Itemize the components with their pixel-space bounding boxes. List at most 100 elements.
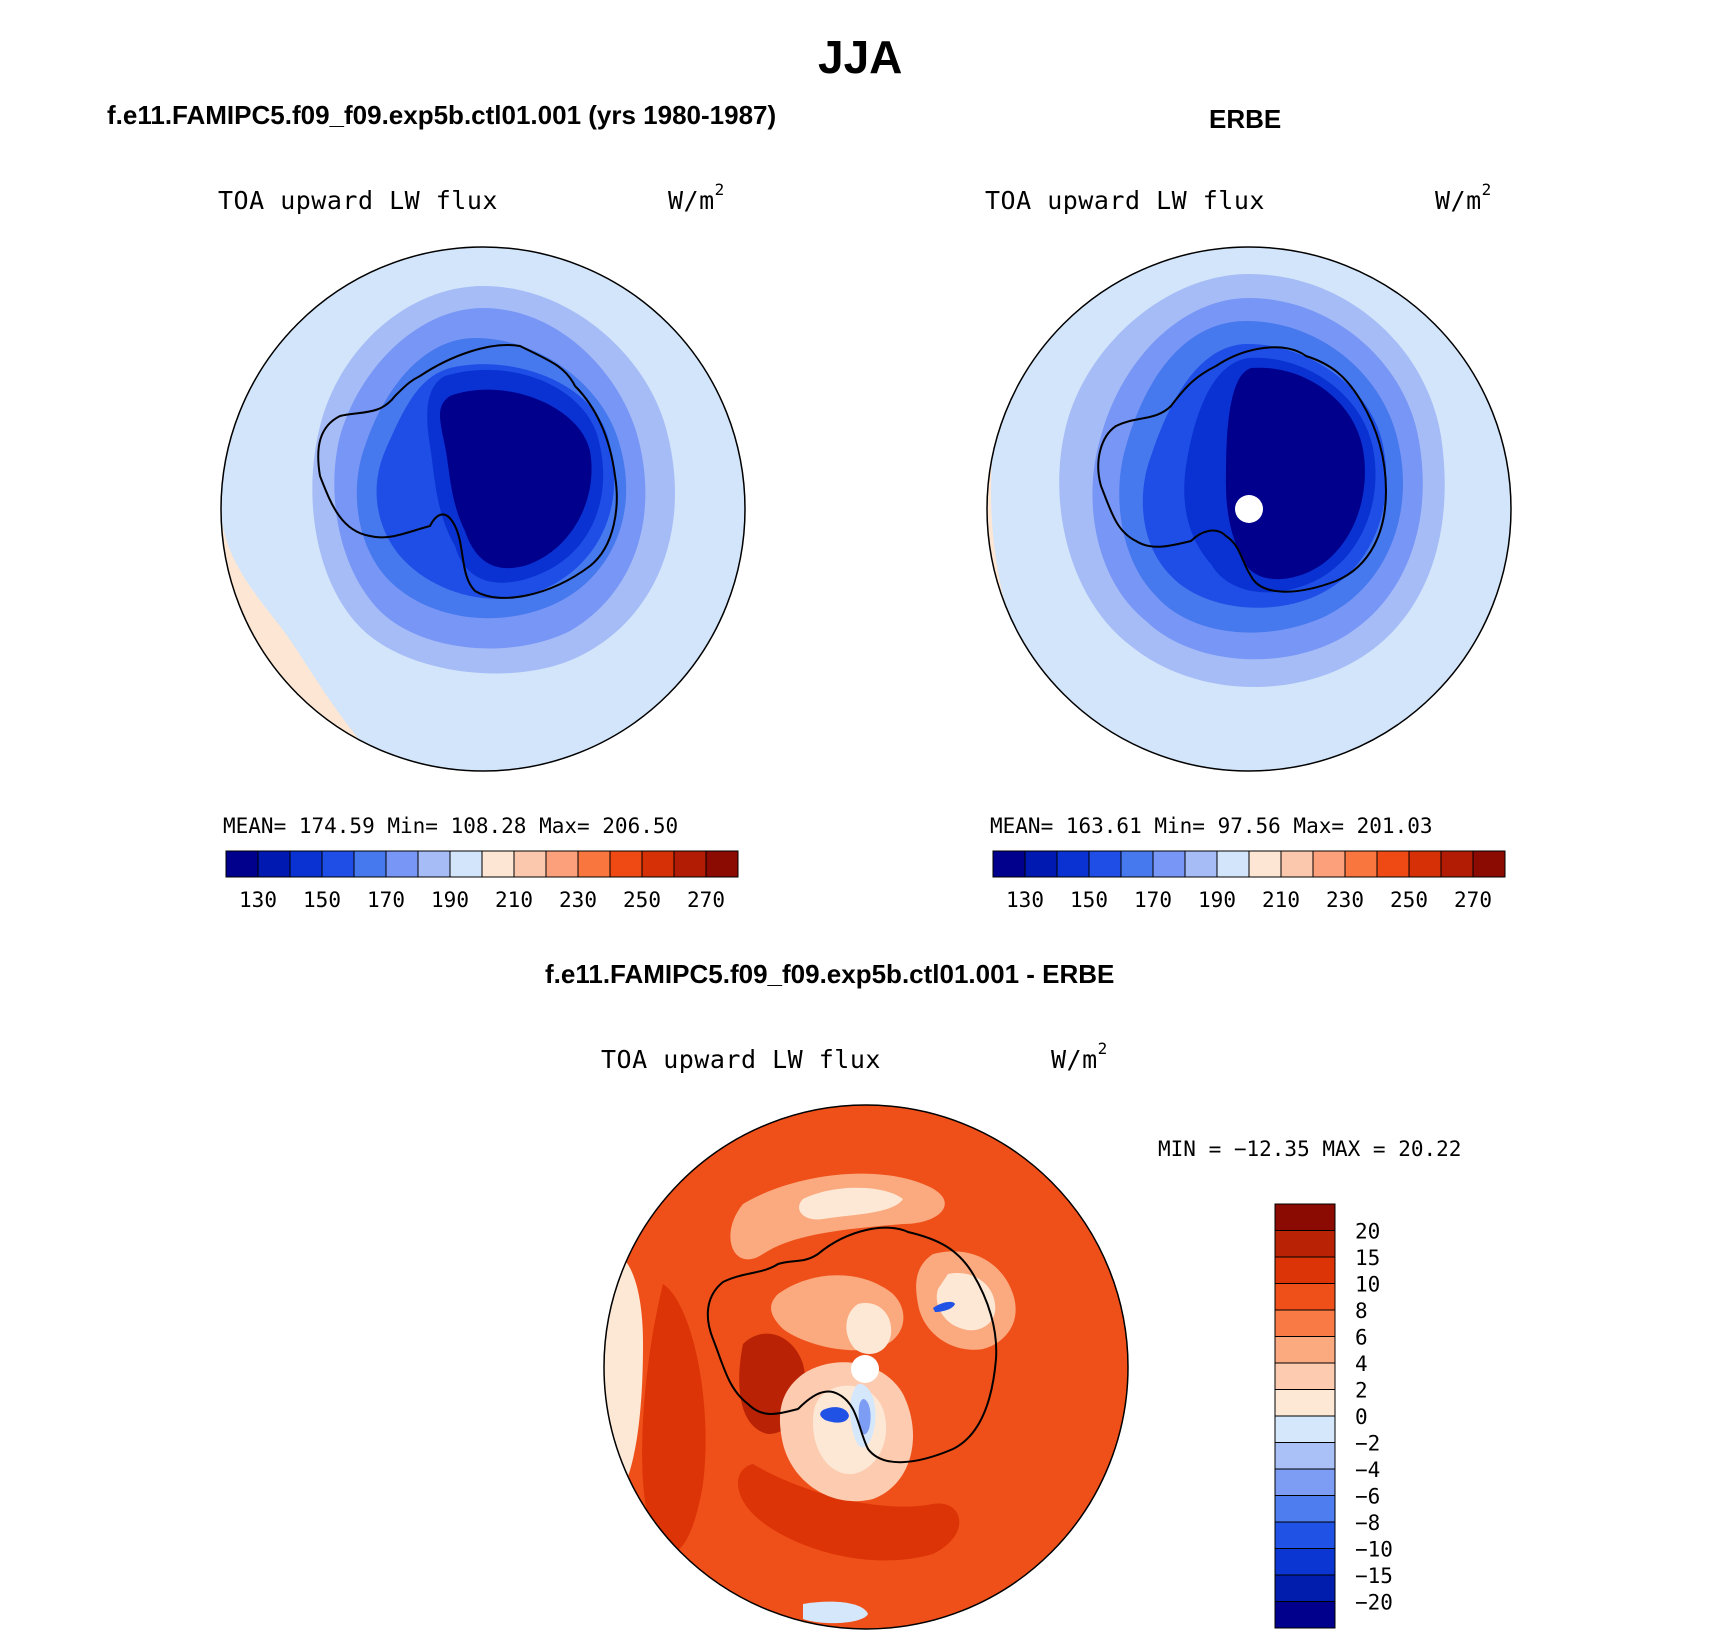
- panel2-colorbar-swatch: [992, 850, 1026, 878]
- season-title: JJA: [818, 31, 903, 83]
- panel3-colorbar-tick-label: 2: [1355, 1379, 1368, 1403]
- panel3-colorbar-swatch: [1274, 1574, 1336, 1602]
- panel2-units-base: W/m: [1435, 186, 1482, 215]
- panel2-colorbar-tick-label: 130: [1006, 888, 1044, 912]
- panel1-colorbar-swatch: [545, 850, 579, 878]
- panel1-field-130: [440, 389, 592, 569]
- panel3-colorbar-swatch: [1274, 1548, 1336, 1576]
- panel1-variable-label: TOA upward LW flux: [218, 186, 498, 215]
- panel1-map: [220, 246, 746, 772]
- panel3-colorbar-swatch: [1274, 1442, 1336, 1470]
- panel3-units-base: W/m: [1051, 1045, 1098, 1074]
- panel2-colorbar-tick-label: 210: [1262, 888, 1300, 912]
- panel3-colorbar-swatch: [1274, 1415, 1336, 1443]
- panel3-colorbar-tick-label: −10: [1355, 1538, 1393, 1562]
- panel1-colorbar-tick-label: 190: [431, 888, 469, 912]
- panel2-variable-label: TOA upward LW flux: [985, 186, 1265, 215]
- panel3-field-15-south: [738, 1464, 960, 1561]
- panel1-colorbar-swatch: [673, 850, 707, 878]
- panel2-colorbar-swatch: [1440, 850, 1474, 878]
- panel3-colorbar-swatch: [1274, 1521, 1336, 1549]
- panel3-colorbar-tick-label: 0: [1355, 1405, 1368, 1429]
- panel2-colorbar-swatch: [1408, 850, 1442, 878]
- panel2-colorbar-swatch: [1056, 850, 1090, 878]
- panel2-pole-hole: [1235, 495, 1263, 523]
- panel1-colorbar-tick-label: 130: [239, 888, 277, 912]
- panel1-colorbar-swatch: [449, 850, 483, 878]
- panel3-colorbar-swatch: [1274, 1309, 1336, 1337]
- panel3-colorbar-tick-label: 6: [1355, 1326, 1368, 1350]
- panel1-stats-line: MEAN= 174.59 Min= 108.28 Max= 206.50: [223, 814, 679, 838]
- panel3-map: [603, 1104, 1129, 1630]
- panel3-colorbar-swatch: [1274, 1389, 1336, 1417]
- panel3-colorbar-swatch: [1274, 1601, 1336, 1629]
- panel2-colorbar-tick-label: 150: [1070, 888, 1108, 912]
- panel1-colorbar: 130 150 170 190 210 230 250 270: [225, 850, 739, 912]
- panel1-colorbar-tick-label: 210: [495, 888, 533, 912]
- panel3-pole-hole: [851, 1355, 879, 1383]
- panel3-colorbar-swatch: [1274, 1495, 1336, 1523]
- panel2-colorbar-swatch: [1024, 850, 1058, 878]
- panel1-colorbar-swatch: [705, 850, 739, 878]
- panel2-colorbar-tick-label: 190: [1198, 888, 1236, 912]
- panel3-colorbar-tick-label: 20: [1355, 1220, 1380, 1244]
- panel2-colorbar-swatch: [1248, 850, 1282, 878]
- panel3-colorbar-swatch: [1274, 1230, 1336, 1258]
- panel3-colorbar-tick-label: 8: [1355, 1299, 1368, 1323]
- panel2-colorbar-swatch: [1280, 850, 1314, 878]
- panel2-colorbar-tick-label: 270: [1454, 888, 1492, 912]
- panel1-colorbar-swatch: [417, 850, 451, 878]
- panel1-colorbar-swatch: [353, 850, 387, 878]
- panel3-colorbar-tick-label: 4: [1355, 1352, 1368, 1376]
- panel1-colorbar-tick-label: 150: [303, 888, 341, 912]
- panel2-map: [986, 246, 1512, 772]
- panel2-colorbar-swatch: [1376, 850, 1410, 878]
- panel3-colorbar-tick-label: −2: [1355, 1432, 1380, 1456]
- panel3-units-exp: 2: [1097, 1039, 1108, 1058]
- panel2-colorbar-swatch: [1472, 850, 1506, 878]
- panel3-colorbar-swatch: [1274, 1283, 1336, 1311]
- panel2-colorbar-swatch: [1216, 850, 1250, 878]
- panel1-colorbar-swatch: [513, 850, 547, 878]
- panel3-colorbar-swatch: [1274, 1203, 1336, 1231]
- panel1-colorbar-swatch: [257, 850, 291, 878]
- panel1-units-base: W/m: [668, 186, 715, 215]
- panel1-colorbar-swatch: [641, 850, 675, 878]
- panel3-stats-line: MIN = −12.35 MAX = 20.22: [1158, 1137, 1462, 1161]
- panel1-heading: f.e11.FAMIPC5.f09_f09.exp5b.ctl01.001 (y…: [107, 100, 777, 130]
- panel2-map-outline: [986, 246, 1512, 772]
- panel3-colorbar-tick-label: −4: [1355, 1458, 1380, 1482]
- panel1-colorbar-tick-label: 170: [367, 888, 405, 912]
- panel2-field-130: [1226, 367, 1365, 580]
- panel1-colorbar-swatch: [577, 850, 611, 878]
- panel3-colorbar-tick-label: −8: [1355, 1511, 1380, 1535]
- panel2-colorbar-tick-label: 170: [1134, 888, 1172, 912]
- panel1-units-exp: 2: [714, 180, 725, 199]
- panel1-units-label: W/m2: [668, 180, 725, 215]
- panel3-heading: f.e11.FAMIPC5.f09_f09.exp5b.ctl01.001 - …: [545, 959, 1115, 989]
- panel3-colorbar-tick-label: 10: [1355, 1273, 1380, 1297]
- panel3-variable-label: TOA upward LW flux: [601, 1045, 881, 1074]
- panel2-units-label: W/m2: [1435, 180, 1492, 215]
- panel3-field-0-pole: [846, 1303, 892, 1354]
- panel3-field-neg8: [820, 1407, 849, 1423]
- panel1-colorbar-tick-label: 230: [559, 888, 597, 912]
- panel2-colorbar-swatch: [1088, 850, 1122, 878]
- panel2-colorbar: 130 150 170 190 210 230 250 270: [992, 850, 1506, 912]
- panel3-field-neg4: [933, 1301, 955, 1312]
- panel3-field-0-south: [803, 1601, 868, 1624]
- panel1-map-outline: [220, 246, 746, 772]
- panel2-colorbar-swatch: [1152, 850, 1186, 878]
- panel2-colorbar-swatch: [1344, 850, 1378, 878]
- panel3-colorbar-tick-label: −20: [1355, 1591, 1393, 1615]
- panel2-units-exp: 2: [1481, 180, 1492, 199]
- panel2-colorbar-tick-label: 230: [1326, 888, 1364, 912]
- panel1-colorbar-swatch: [289, 850, 323, 878]
- panel3-colorbar-swatch: [1274, 1256, 1336, 1284]
- panel2-stats-line: MEAN= 163.61 Min= 97.56 Max= 201.03: [990, 814, 1433, 838]
- panel3-colorbar-tick-label: 15: [1355, 1246, 1380, 1270]
- panel1-colorbar-swatch: [385, 850, 419, 878]
- panel3-colorbar-swatch: [1274, 1468, 1336, 1496]
- panel3-colorbar-swatch: [1274, 1362, 1336, 1390]
